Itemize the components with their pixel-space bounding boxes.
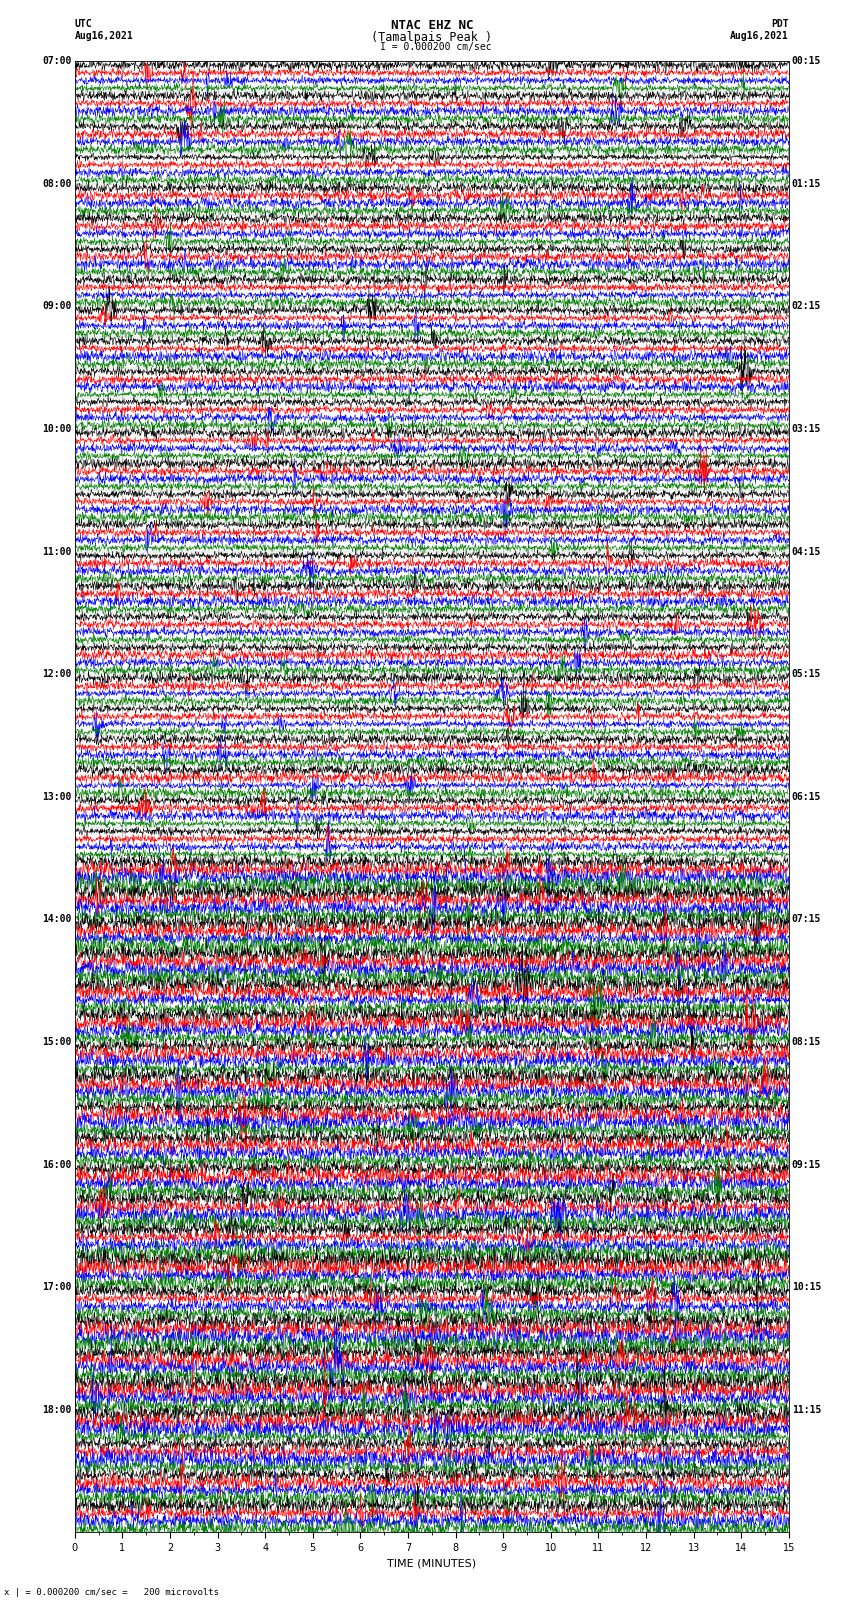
Text: 08:00: 08:00	[42, 179, 72, 189]
Text: 02:15: 02:15	[791, 302, 821, 311]
Text: 09:00: 09:00	[42, 302, 72, 311]
Text: 08:15: 08:15	[791, 1037, 821, 1047]
Text: 12:00: 12:00	[42, 669, 72, 679]
Text: 18:00: 18:00	[42, 1405, 72, 1415]
Text: 07:00: 07:00	[42, 56, 72, 66]
Text: 10:15: 10:15	[791, 1282, 821, 1292]
Text: 00:15: 00:15	[791, 56, 821, 66]
Text: 11:15: 11:15	[791, 1405, 821, 1415]
Text: Aug16,2021: Aug16,2021	[730, 31, 789, 40]
Text: I = 0.000200 cm/sec: I = 0.000200 cm/sec	[380, 42, 492, 52]
Text: 06:15: 06:15	[791, 792, 821, 802]
Text: UTC: UTC	[75, 18, 93, 29]
Text: 04:15: 04:15	[791, 547, 821, 556]
Text: (Tamalpais Peak ): (Tamalpais Peak )	[371, 31, 492, 44]
Text: Aug16,2021: Aug16,2021	[75, 31, 133, 40]
Text: 03:15: 03:15	[791, 424, 821, 434]
Text: 07:15: 07:15	[791, 915, 821, 924]
Text: 11:00: 11:00	[42, 547, 72, 556]
Text: 05:15: 05:15	[791, 669, 821, 679]
X-axis label: TIME (MINUTES): TIME (MINUTES)	[388, 1558, 476, 1568]
Text: 13:00: 13:00	[42, 792, 72, 802]
Text: 15:00: 15:00	[42, 1037, 72, 1047]
Text: 16:00: 16:00	[42, 1160, 72, 1169]
Text: 14:00: 14:00	[42, 915, 72, 924]
Text: NTAC EHZ NC: NTAC EHZ NC	[390, 18, 473, 32]
Text: 10:00: 10:00	[42, 424, 72, 434]
Text: 17:00: 17:00	[42, 1282, 72, 1292]
Text: 09:15: 09:15	[791, 1160, 821, 1169]
Text: 01:15: 01:15	[791, 179, 821, 189]
Text: x | = 0.000200 cm/sec =   200 microvolts: x | = 0.000200 cm/sec = 200 microvolts	[4, 1587, 219, 1597]
Text: PDT: PDT	[771, 18, 789, 29]
